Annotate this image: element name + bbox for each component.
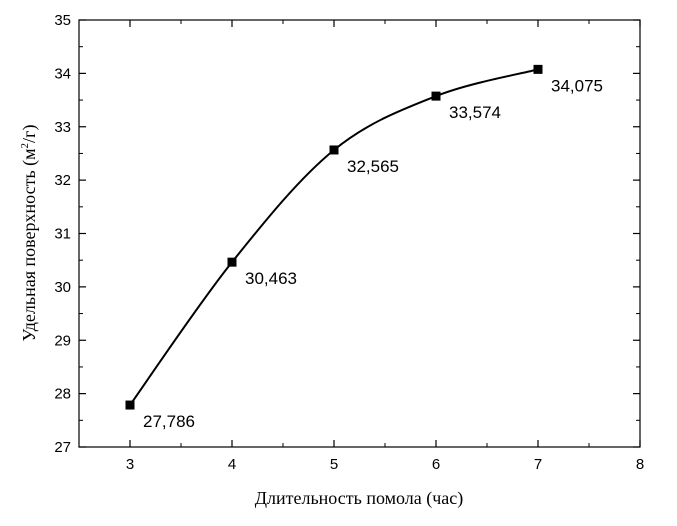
data-markers <box>125 64 543 410</box>
data-value-label: 27,786 <box>143 412 195 431</box>
x-tick-label: 7 <box>534 456 542 473</box>
data-value-label: 32,565 <box>347 157 399 176</box>
y-axis-title-superscript: 2 <box>19 143 31 149</box>
data-point-marker <box>329 145 339 155</box>
y-axis: 27 28 29 30 31 32 33 34 35 <box>54 12 640 456</box>
y-tick-label: 28 <box>54 386 71 403</box>
y-tick-label: 32 <box>54 172 71 189</box>
x-tick-label: 4 <box>228 456 236 473</box>
x-axis: 3 4 5 6 7 8 <box>78 20 644 473</box>
x-tick-label: 8 <box>636 456 644 473</box>
y-axis-title: Удельная поверхность (м2/г) <box>19 125 40 342</box>
data-value-label: 34,075 <box>551 76 603 95</box>
x-tick-label: 6 <box>432 456 440 473</box>
y-tick-label: 34 <box>54 65 71 82</box>
data-value-label: 33,574 <box>449 103 501 122</box>
y-tick-label: 35 <box>54 12 71 29</box>
data-point-marker <box>125 400 135 410</box>
y-axis-title-unit: /г) <box>19 125 40 143</box>
y-tick-label: 27 <box>54 439 71 456</box>
y-axis-title-main: Удельная поверхность (м <box>19 148 40 341</box>
data-labels: 27,786 30,463 32,565 33,574 34,075 <box>143 76 603 431</box>
data-point-marker <box>431 91 441 101</box>
x-axis-title: Длительность помола (час) <box>255 488 464 509</box>
y-tick-label: 33 <box>54 119 71 136</box>
x-tick-label: 5 <box>330 456 338 473</box>
x-tick-label: 3 <box>126 456 134 473</box>
series-line <box>129 68 539 406</box>
data-value-label: 30,463 <box>245 269 297 288</box>
y-tick-label: 29 <box>54 332 71 349</box>
data-point-marker <box>227 257 237 267</box>
y-tick-label: 31 <box>54 226 71 243</box>
data-point-marker <box>533 64 543 74</box>
y-tick-label: 30 <box>54 279 71 296</box>
